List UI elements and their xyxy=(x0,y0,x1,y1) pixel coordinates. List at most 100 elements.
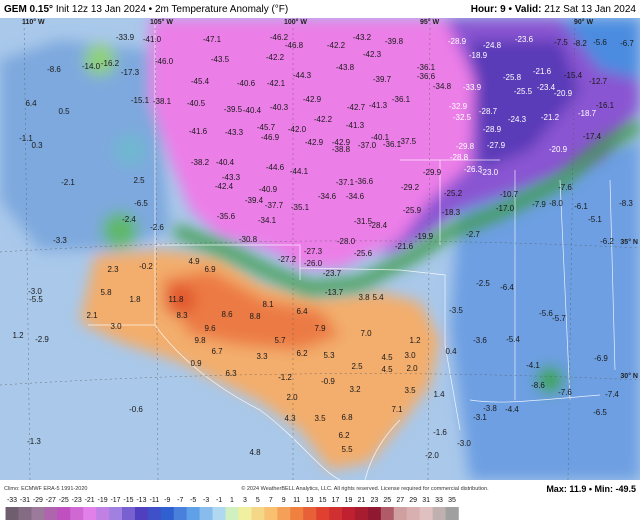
colorbar-cell xyxy=(251,507,265,520)
colorbar-label: 31 xyxy=(422,497,430,504)
colorbar-label: 5 xyxy=(256,497,260,504)
anomaly-label: 1.4 xyxy=(433,390,445,399)
anomaly-label: -7.6 xyxy=(558,183,572,192)
anomaly-label: -43.8 xyxy=(336,63,355,72)
anomaly-label: -28.9 xyxy=(448,37,467,46)
anomaly-label: -38.2 xyxy=(191,158,210,167)
copyright: © 2024 WeatherBELL Analytics, LLC. All r… xyxy=(241,485,489,492)
anomaly-label: -36.6 xyxy=(417,72,436,81)
colorbar-label: -23 xyxy=(72,497,82,504)
anomaly-label: -44.1 xyxy=(290,167,309,176)
anomaly-label: -8.0 xyxy=(549,199,563,208)
anomaly-label: 11.8 xyxy=(169,295,185,304)
colorbar-cell xyxy=(406,507,420,520)
anomaly-label: -46.9 xyxy=(261,133,280,142)
anomaly-label: 3.5 xyxy=(314,414,326,423)
colorbar-cell xyxy=(432,507,446,520)
anomaly-label: -3.8 xyxy=(483,404,497,413)
colorbar-label: -13 xyxy=(136,497,146,504)
map-field: -33.9 -41.0 -47.1 -46.2-46.8 -43.2 -42.2 -39.8… xyxy=(0,18,640,480)
colorbar-cell xyxy=(44,507,58,520)
colorbar-cell xyxy=(186,507,200,520)
anomaly-label: -0.9 xyxy=(321,377,335,386)
anomaly-label: -36.6 xyxy=(355,177,374,186)
anomaly-label: -15.1 xyxy=(131,96,150,105)
colorbar-label: 1 xyxy=(230,497,234,504)
anomaly-label: -28.7 xyxy=(479,107,498,116)
colorbar-cell xyxy=(212,507,226,520)
anomaly-label: -4.1 xyxy=(526,361,540,370)
anomaly-label: -32.5 xyxy=(453,113,472,122)
anomaly-label: 2.3 xyxy=(107,265,119,274)
anomaly-label: 6.3 xyxy=(225,369,237,378)
colorbar-cell xyxy=(225,507,239,520)
colorbar-label: -9 xyxy=(164,497,170,504)
anomaly-label: -42.0 xyxy=(288,125,307,134)
anomaly-label: -37.1 xyxy=(336,178,355,187)
anomaly-label: 4.5 xyxy=(381,365,393,374)
colorbar-cell xyxy=(316,507,330,520)
anomaly-label: -36.1 xyxy=(383,140,402,149)
colorbar-cell xyxy=(367,507,382,520)
colorbar-label: 29 xyxy=(409,497,417,504)
anomaly-label: -8.6 xyxy=(47,65,61,74)
climo-note: Climo: ECMWF ERA-5 1991-2020 xyxy=(4,486,87,492)
anomaly-label: -41.0 xyxy=(143,35,162,44)
colorbar-cell xyxy=(342,507,356,520)
colorbar-cell xyxy=(134,507,149,520)
colorbar-label: -21 xyxy=(85,497,95,504)
anomaly-label: 2.1 xyxy=(86,311,98,320)
anomaly-label: -20.9 xyxy=(554,89,573,98)
anomaly-label: -12.7 xyxy=(589,77,608,86)
colorbar-cell xyxy=(393,507,408,520)
anomaly-label: -16.1 xyxy=(596,101,615,110)
anomaly-label: -42.2 xyxy=(327,41,346,50)
anomaly-label: 9.6 xyxy=(204,324,216,333)
anomaly-label: 4.3 xyxy=(284,414,296,423)
anomaly-label: 8.1 xyxy=(262,300,274,309)
anomaly-label: -42.9 xyxy=(332,138,351,147)
anomaly-label: 4.5 xyxy=(381,353,393,362)
anomaly-label: -2.6 xyxy=(150,223,164,232)
anomaly-label: -46.8 xyxy=(285,41,304,50)
anomaly-label: -0.2 xyxy=(139,262,153,271)
anomaly-label: -3.0 xyxy=(28,287,42,296)
anomaly-label: -43.3 xyxy=(222,173,241,182)
anomaly-label: -3.0 xyxy=(457,439,471,448)
anomaly-label: -42.1 xyxy=(267,79,286,88)
anomaly-label: -39.4 xyxy=(245,196,264,205)
anomaly-label: -5.4 xyxy=(506,335,520,344)
anomaly-label: -25.2 xyxy=(444,189,463,198)
anomaly-label: 4.8 xyxy=(249,448,261,457)
anomaly-label: -43.3 xyxy=(225,128,244,137)
anomaly-label: -8.6 xyxy=(531,381,545,390)
anomaly-label: 3.0 xyxy=(404,351,416,360)
colorbar-label: 25 xyxy=(383,497,391,504)
anomaly-label: -25.9 xyxy=(403,206,422,215)
colorbar-cell xyxy=(199,507,213,520)
anomaly-label: -17.3 xyxy=(121,68,140,77)
colorbar-label: -5 xyxy=(190,497,196,504)
valid-label: • Valid: xyxy=(509,4,542,15)
anomaly-label: -24.3 xyxy=(508,115,527,124)
colorbar-label: 23 xyxy=(370,497,378,504)
anomaly-label: -18.9 xyxy=(469,51,488,60)
anomaly-label: 9.8 xyxy=(194,336,206,345)
anomaly-label: -28.8 xyxy=(450,153,469,162)
anomaly-label: -25.6 xyxy=(354,249,373,258)
anomaly-label: -1.2 xyxy=(278,373,292,382)
anomaly-label: 2.5 xyxy=(351,362,363,371)
anomaly-label: -45.7 xyxy=(257,123,276,132)
anomaly-label: -42.2 xyxy=(266,53,285,62)
colorbar-cell xyxy=(303,507,317,520)
colorbar-cell xyxy=(160,507,175,520)
anomaly-label: -23.7 xyxy=(323,269,342,278)
anomaly-label: -41.6 xyxy=(189,127,208,136)
colorbar-label: 27 xyxy=(396,497,404,504)
colorbar-label: -31 xyxy=(20,497,30,504)
anomaly-label: -6.2 xyxy=(600,237,614,246)
anomaly-label: -1.6 xyxy=(433,428,447,437)
anomaly-label: -37.5 xyxy=(398,137,417,146)
anomaly-label: -47.1 xyxy=(203,35,222,44)
anomaly-label: -23.6 xyxy=(515,35,534,44)
